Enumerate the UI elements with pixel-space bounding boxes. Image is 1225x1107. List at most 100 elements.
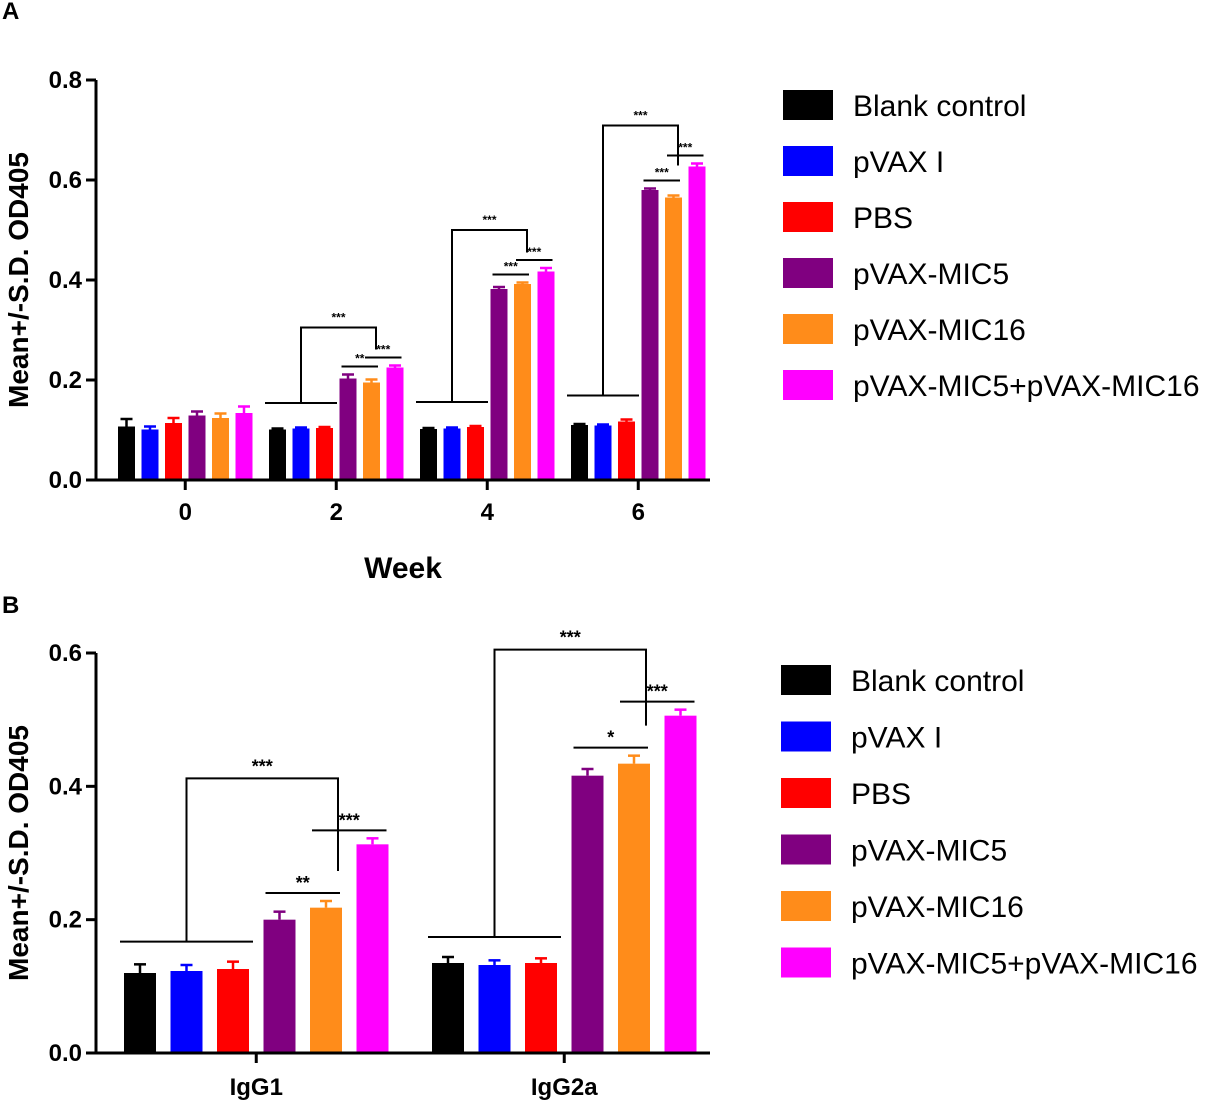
x-tick-label: 6 bbox=[632, 499, 645, 526]
bar-blank-control bbox=[118, 426, 135, 480]
x-tick-label: 0 bbox=[179, 499, 192, 526]
bar-pbs bbox=[467, 427, 484, 480]
significance-stars: *** bbox=[331, 311, 345, 325]
legend-swatch-pvax-i bbox=[783, 146, 833, 176]
bar-pvax-i bbox=[443, 428, 461, 480]
bar-pvax-mic5 bbox=[571, 775, 604, 1053]
bar-pvax-i bbox=[170, 971, 203, 1053]
legend-label: pVAX-MIC5+pVAX-MIC16 bbox=[853, 370, 1200, 403]
bar-pbs bbox=[316, 428, 333, 480]
bar-pvax-i bbox=[292, 428, 310, 480]
bar-pbs bbox=[525, 963, 557, 1053]
bar-pvax-mic5-pvax-mic16 bbox=[664, 715, 697, 1053]
legend-label: pVAX-MIC5+pVAX-MIC16 bbox=[851, 948, 1198, 981]
x-tick-label: 2 bbox=[330, 499, 343, 526]
significance-stars: * bbox=[607, 728, 614, 748]
significance-stars: *** bbox=[678, 141, 692, 155]
legend-label: PBS bbox=[851, 778, 911, 811]
y-tick-label: 0.4 bbox=[49, 267, 83, 294]
bar-blank-control bbox=[432, 963, 464, 1053]
bar-pvax-mic5-pvax-mic16 bbox=[688, 166, 706, 480]
x-tick-label: IgG2a bbox=[531, 1074, 598, 1101]
significance-bracket bbox=[602, 124, 679, 396]
bar-pvax-mic5-pvax-mic16 bbox=[356, 844, 389, 1053]
legend-swatch-pbs bbox=[781, 778, 831, 808]
bar-pvax-mic16 bbox=[665, 197, 682, 480]
legend-label: pVAX-MIC16 bbox=[851, 891, 1024, 924]
legend-swatch-blank-control bbox=[783, 90, 833, 120]
bar-pbs bbox=[217, 969, 249, 1053]
y-tick-label: 0.6 bbox=[49, 640, 82, 667]
bar-pvax-mic5-pvax-mic16 bbox=[235, 413, 253, 480]
significance-bracket bbox=[451, 229, 528, 402]
y-tick-label: 0.0 bbox=[49, 1040, 82, 1067]
significance-stars: *** bbox=[527, 245, 541, 259]
significance-stars: *** bbox=[647, 682, 668, 702]
bar-pvax-i bbox=[141, 429, 159, 480]
chart-a: 0.0 0.2 0.4 0.6 0.8 Mean+/-S.D. OD405 0 2 4 6 Week… bbox=[3, 67, 1200, 585]
bar-pvax-mic16 bbox=[514, 284, 531, 480]
y-tick-label: 0.2 bbox=[49, 907, 82, 934]
x-tick-label: 4 bbox=[481, 499, 495, 526]
y-tick-label: 0.6 bbox=[49, 167, 82, 194]
bar-pvax-mic5 bbox=[490, 289, 508, 480]
legend-swatch-pbs bbox=[783, 202, 833, 232]
legend-label: pVAX I bbox=[853, 146, 944, 179]
significance-stars: *** bbox=[633, 109, 647, 123]
y-tick-label: 0.0 bbox=[49, 467, 82, 494]
legend-label: PBS bbox=[853, 202, 913, 235]
y-tick-label: 0.4 bbox=[49, 773, 83, 800]
significance-stars: ** bbox=[355, 352, 365, 366]
x-axis-title: Week bbox=[364, 552, 442, 585]
bar-pvax-mic16 bbox=[310, 907, 342, 1053]
y-tick-label: 0.8 bbox=[49, 67, 82, 94]
significance-stars: *** bbox=[655, 166, 669, 180]
legend-label: pVAX-MIC16 bbox=[853, 314, 1026, 347]
bar-pvax-mic5-pvax-mic16 bbox=[537, 271, 555, 480]
legend-label: pVAX-MIC5 bbox=[851, 835, 1007, 868]
significance-bracket bbox=[493, 648, 647, 937]
bar-blank-control bbox=[571, 425, 588, 480]
legend-label: pVAX I bbox=[851, 722, 942, 755]
legend-swatch-pvax-i bbox=[781, 721, 831, 752]
significance-stars: *** bbox=[252, 756, 273, 776]
significance-stars: ** bbox=[296, 873, 310, 893]
bar-blank-control bbox=[124, 973, 156, 1053]
significance-stars: *** bbox=[504, 260, 518, 274]
bar-pvax-mic5 bbox=[263, 919, 296, 1053]
bar-pvax-i bbox=[478, 965, 511, 1053]
legend-swatch-pvax-mic5-pvax-mic16 bbox=[781, 947, 831, 978]
legend-swatch-pvax-mic5 bbox=[783, 258, 833, 288]
legend-swatch-pvax-mic16 bbox=[781, 891, 831, 921]
bar-blank-control bbox=[269, 429, 286, 480]
bar-pvax-mic16 bbox=[363, 382, 380, 480]
y-tick-label: 0.2 bbox=[49, 367, 82, 394]
bar-pvax-mic16 bbox=[212, 418, 229, 480]
significance-stars: *** bbox=[560, 628, 581, 648]
bar-pbs bbox=[618, 421, 635, 480]
bar-pvax-mic5-pvax-mic16 bbox=[386, 367, 404, 480]
bar-pvax-mic16 bbox=[618, 763, 650, 1053]
panel-b-label: B bbox=[2, 592, 20, 619]
bar-pvax-mic5 bbox=[188, 415, 206, 480]
legend-swatch-pvax-mic5 bbox=[781, 834, 831, 865]
legend-label: Blank control bbox=[853, 90, 1026, 123]
significance-stars: *** bbox=[482, 213, 496, 227]
significance-bracket bbox=[185, 777, 339, 942]
legend-swatch-pvax-mic16 bbox=[783, 314, 833, 344]
bar-pbs bbox=[165, 423, 182, 480]
legend-label: Blank control bbox=[851, 665, 1024, 698]
y-axis-title: Mean+/-S.D. OD405 bbox=[3, 725, 34, 981]
bar-pvax-mic5 bbox=[641, 190, 659, 480]
y-axis-title: Mean+/-S.D. OD405 bbox=[3, 152, 34, 408]
bar-pvax-i bbox=[594, 425, 612, 480]
significance-stars: *** bbox=[376, 343, 390, 357]
panel-a-label: A bbox=[2, 0, 20, 25]
bar-pvax-mic5 bbox=[339, 378, 357, 480]
significance-stars: *** bbox=[339, 810, 360, 830]
bar-blank-control bbox=[420, 429, 437, 480]
x-tick-label: IgG1 bbox=[230, 1074, 283, 1101]
legend-swatch-pvax-mic5-pvax-mic16 bbox=[783, 370, 833, 400]
legend-swatch-blank-control bbox=[781, 665, 831, 695]
